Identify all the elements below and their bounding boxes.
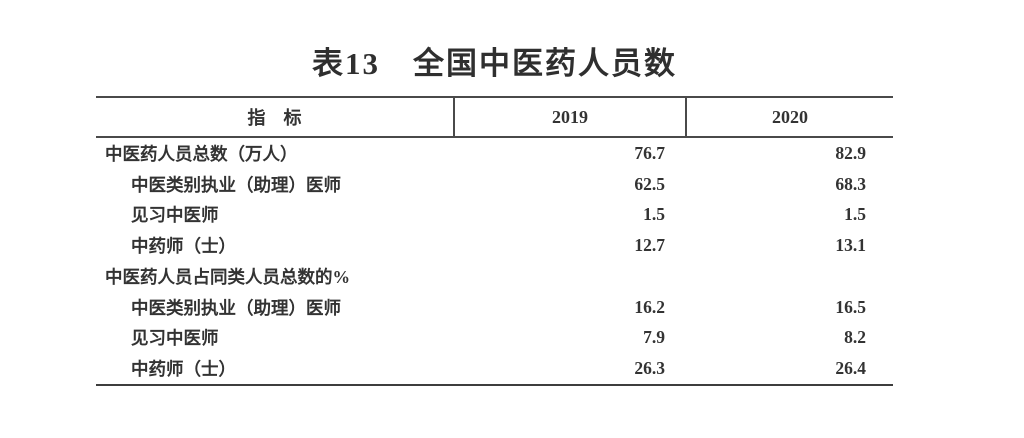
- value-2019: 12.7: [634, 235, 665, 256]
- row-label: 中医类别执业（助理）医师: [131, 174, 341, 195]
- value-2020: 26.4: [835, 358, 866, 379]
- table-header-row: 指 标 2019 2020: [96, 96, 893, 138]
- table-row: 中医药人员总数（万人） 76.7 82.9: [96, 138, 893, 169]
- row-label: 中药师（士）: [131, 236, 236, 257]
- table-row: 见习中医师 7.9 8.2: [96, 323, 893, 354]
- row-label: 见习中医师: [131, 205, 219, 226]
- table-row: 中药师（士） 12.7 13.1: [96, 230, 893, 261]
- table-body: 中医药人员总数（万人） 76.7 82.9 中医类别执业（助理）医师 62.5 …: [96, 138, 893, 386]
- table-row: 中药师（士） 26.3 26.4: [96, 353, 893, 384]
- table-title: 表13 全国中医药人员数: [312, 46, 677, 81]
- header-year-2019: 2019: [455, 98, 687, 136]
- data-table: 指 标 2019 2020 中医药人员总数（万人） 76.7 82.9 中医类别…: [96, 96, 893, 386]
- row-label: 中医类别执业（助理）医师: [131, 297, 341, 318]
- table-row: 见习中医师 1.5 1.5: [96, 200, 893, 231]
- row-label: 中医药人员总数（万人）: [105, 143, 298, 164]
- table-row: 中医药人员占同类人员总数的%: [96, 261, 893, 292]
- value-2020: 16.5: [835, 296, 866, 317]
- value-2019: 1.5: [643, 204, 665, 225]
- value-2020: 1.5: [844, 204, 866, 225]
- row-label: 见习中医师: [131, 328, 219, 349]
- table-row: 中医类别执业（助理）医师 62.5 68.3: [96, 169, 893, 200]
- value-2020: 8.2: [844, 327, 866, 348]
- value-2019: 62.5: [634, 173, 665, 194]
- value-2020: 82.9: [835, 142, 866, 163]
- value-2020: 68.3: [835, 173, 866, 194]
- value-2019: 26.3: [634, 358, 665, 379]
- table-row: 中医类别执业（助理）医师 16.2 16.5: [96, 292, 893, 323]
- row-label: 中药师（士）: [131, 359, 236, 380]
- row-label: 中医药人员占同类人员总数的%: [105, 266, 350, 287]
- value-2020: 13.1: [835, 235, 866, 256]
- value-2019: 76.7: [634, 142, 665, 163]
- header-year-2020: 2020: [772, 106, 808, 127]
- header-indicator: 指 标: [96, 98, 455, 136]
- value-2019: 7.9: [643, 327, 665, 348]
- value-2019: 16.2: [634, 296, 665, 317]
